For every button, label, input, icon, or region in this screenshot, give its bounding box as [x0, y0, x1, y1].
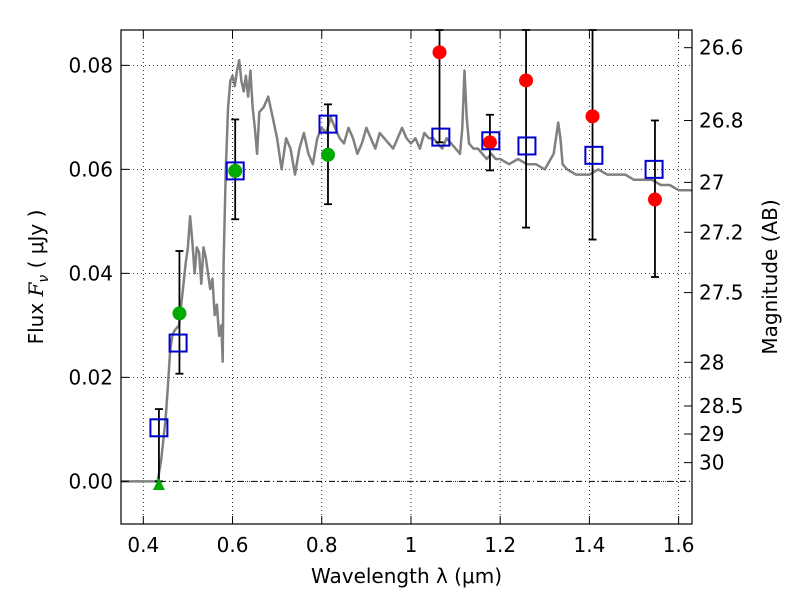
model-photometry-point-6 [517, 136, 537, 156]
y-axis-label-prefix: Flux [24, 296, 48, 344]
y-tick-label: 0.06 [68, 157, 113, 181]
x-tick-label: 0.8 [306, 533, 338, 557]
right-axis-label: Magnitude (AB) [758, 199, 782, 354]
error-bars [154, 29, 659, 483]
right-tick-label: 26.8 [699, 108, 744, 132]
measured-point-0 [172, 306, 187, 321]
y-axis-label-suffix: ( μJy ) [24, 210, 48, 275]
y-axis-label-symbol: F [24, 281, 48, 297]
model-photometry-point-4 [431, 127, 451, 147]
y-axis-label-subscript: ν [36, 275, 52, 283]
measured-point-2 [320, 147, 335, 162]
measured-point-1 [228, 163, 243, 178]
model-spectrum [121, 58, 692, 483]
y-tick-label: 0.00 [68, 469, 113, 493]
plot-frame [120, 29, 693, 525]
x-tick-label: 1.6 [663, 533, 695, 557]
right-tick-label: 28 [699, 350, 724, 374]
model-photometry-point-1 [168, 333, 188, 353]
right-tick-label: 27.5 [699, 281, 744, 305]
grid [121, 30, 692, 524]
right-tick-label: 30 [699, 451, 724, 475]
model-photometry-point-8 [644, 159, 664, 179]
model-photometry-point-2 [225, 161, 245, 181]
x-tick-label: 0.6 [217, 533, 249, 557]
right-tick-label: 27.2 [699, 220, 744, 244]
y-axis-label: Flux Fν ( μJy ) [24, 210, 52, 345]
measured-point-4 [482, 135, 497, 150]
right-tick-label: 29 [699, 422, 724, 446]
spectrum-line [121, 58, 692, 483]
x-tick-label: 1.4 [573, 533, 605, 557]
upper-limit-marker-0 [152, 477, 165, 490]
measured-point-5 [519, 73, 534, 88]
measured-point-6 [585, 109, 600, 124]
model-photometry-points [149, 114, 664, 438]
y-axis-ticks: 0.00 0.02 0.04 0.06 0.08 [68, 53, 129, 493]
x-axis-label: Wavelength λ (μm) [311, 564, 502, 588]
model-photometry-point-5 [481, 131, 501, 151]
measured-point-3 [432, 45, 447, 60]
x-tick-label: 0.4 [127, 533, 159, 557]
y-tick-label: 0.08 [68, 53, 113, 77]
upper-limit-markers [152, 477, 165, 490]
measured-points [172, 45, 662, 321]
x-tick-label: 1 [405, 533, 418, 557]
y-tick-label: 0.02 [68, 365, 113, 389]
right-tick-label: 26.6 [699, 36, 744, 60]
measured-point-7 [647, 192, 662, 207]
model-photometry-point-7 [584, 145, 604, 165]
x-axis-ticks: 0.4 0.6 0.8 1 1.2 1.4 1.6 [127, 30, 695, 557]
y-tick-label: 0.04 [68, 261, 113, 285]
right-axis-ticks: 26.6 26.8 27 27.2 27.5 28 28.5 29 30 [684, 36, 744, 475]
model-photometry-point-3 [318, 114, 338, 134]
right-tick-label: 27 [699, 170, 724, 194]
model-photometry-point-0 [149, 418, 169, 438]
right-tick-label: 28.5 [699, 394, 744, 418]
x-tick-label: 1.2 [484, 533, 516, 557]
